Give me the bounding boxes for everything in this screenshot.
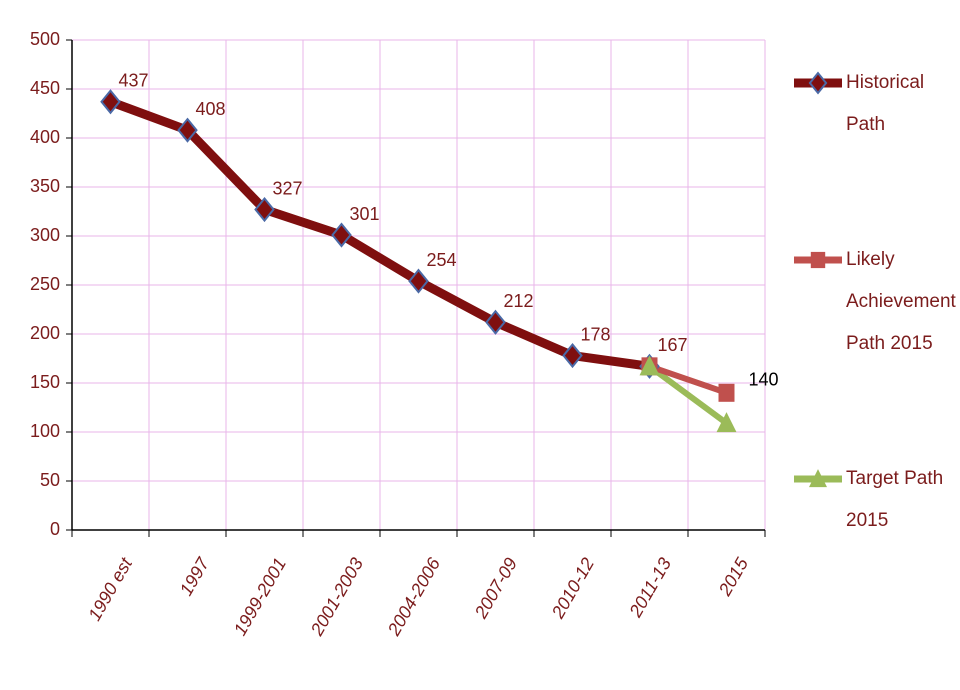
y-tick-label: 350 (30, 176, 60, 196)
data-label: 327 (273, 178, 303, 198)
marker (810, 251, 826, 269)
x-tick-label: 2001-2003 (306, 554, 367, 639)
y-tick-label: 150 (30, 372, 60, 392)
x-tick-label: 2004-2006 (383, 554, 444, 640)
y-tick-label: 300 (30, 225, 60, 245)
data-label: 408 (196, 99, 226, 119)
legend-item: Historical Path (790, 62, 958, 146)
legend-icon (794, 71, 842, 95)
data-label: 301 (350, 204, 380, 224)
marker (177, 117, 198, 143)
data-label: 254 (427, 250, 457, 270)
y-tick-label: 400 (30, 127, 60, 147)
y-tick-label: 450 (30, 78, 60, 98)
x-tick-label: 2007-09 (470, 554, 521, 622)
marker (716, 412, 737, 433)
series-line (108, 97, 651, 371)
legend-label: Historical Path (846, 72, 925, 135)
y-tick-label: 500 (30, 29, 60, 49)
data-label: 437 (119, 70, 149, 90)
marker (408, 268, 429, 294)
series-line (648, 363, 728, 396)
marker (809, 469, 827, 488)
series-line (647, 363, 729, 426)
y-tick-label: 50 (40, 470, 60, 490)
x-tick-label: 1990 est (84, 554, 136, 625)
x-tick-label: 1997 (176, 554, 214, 600)
marker (100, 89, 121, 115)
x-tick-label: 1999-2001 (230, 554, 290, 639)
marker (254, 196, 275, 223)
y-tick-label: 200 (30, 323, 60, 343)
marker (562, 342, 583, 369)
x-tick-label: 2010-12 (547, 554, 598, 622)
legend: Historical Path Likely Achievement Path 2… (790, 62, 958, 542)
marker (808, 71, 828, 95)
data-label: 167 (658, 335, 688, 355)
legend-item: Target Path 2015 (790, 458, 958, 542)
x-tick-label: 2011-13 (625, 554, 675, 621)
y-tick-label: 0 (50, 519, 60, 539)
data-label: 212 (504, 291, 534, 311)
legend-item: Likely Achievement Path 2015 (790, 239, 958, 365)
marker (485, 309, 506, 335)
marker (639, 355, 660, 376)
marker (331, 222, 352, 248)
legend-label: Likely Achievement Path 2015 (846, 249, 956, 354)
y-tick-label: 250 (30, 274, 60, 294)
marker (718, 383, 735, 402)
x-tick-label: 2015 (714, 554, 752, 600)
legend-label: Target Path 2015 (846, 468, 944, 531)
legend-icon (794, 469, 842, 488)
data-label: 140 (749, 370, 779, 390)
y-tick-label: 100 (30, 421, 60, 441)
data-label: 178 (581, 324, 611, 344)
legend-icon (794, 251, 842, 269)
